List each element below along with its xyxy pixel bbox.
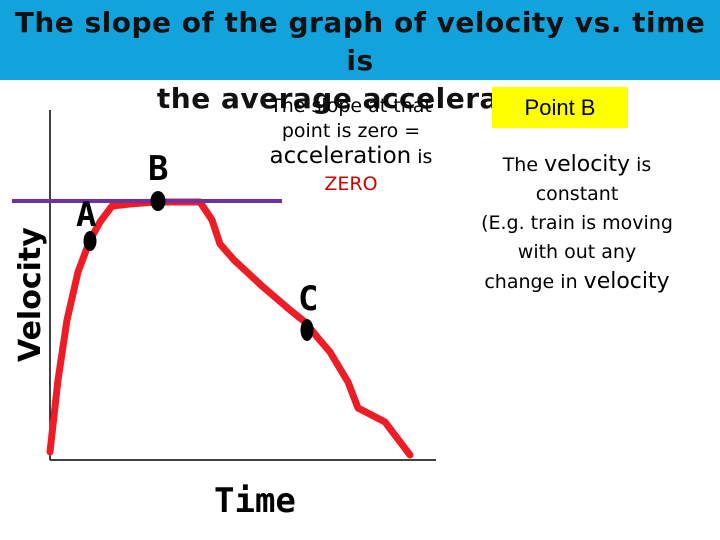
x-axis-label: Time [214,481,296,521]
desc-velocity-word-2: velocity [583,269,670,294]
point-a-dot [83,231,97,251]
callout-acceleration-word: acceleration [269,143,412,169]
desc-line-4: with out any [517,241,637,263]
point-c-dot [300,319,314,341]
desc-line-5: change in velocity [452,267,702,297]
callout-is-word: is [417,146,433,168]
desc-velocity-word: velocity [544,152,631,177]
callout-line-2: point is zero = [281,120,421,142]
y-axis-label: Velocity [13,227,48,362]
point-b-label: B [148,149,168,189]
point-b-highlight-box [492,87,628,128]
constant-velocity-description: The velocity is constant (E.g. train is … [452,150,702,297]
callout-line-1: The slope at that [270,95,432,117]
desc-line-1: The velocity is [452,150,702,180]
point-c-label: C [298,279,318,319]
desc-line-3: (E.g. train is moving [481,212,673,234]
point-b-dot [150,191,166,211]
callout-zero-word: ZERO [324,173,378,195]
zero-slope-callout: The slope at that point is zero = accele… [232,94,470,198]
desc-line-2: constant [535,183,619,205]
desc-change-in-words: change in [484,271,578,293]
slide-title-line-1: The slope of the graph of velocity vs. t… [14,6,706,77]
velocity-curve [46,198,414,459]
point-b-box-label: Point B [524,95,596,120]
callout-line-3: acceleration is [232,144,470,170]
desc-is-word: is [636,154,652,176]
desc-the-word: The [502,154,539,176]
point-a-label: A [76,195,96,235]
title-bar [0,0,720,80]
